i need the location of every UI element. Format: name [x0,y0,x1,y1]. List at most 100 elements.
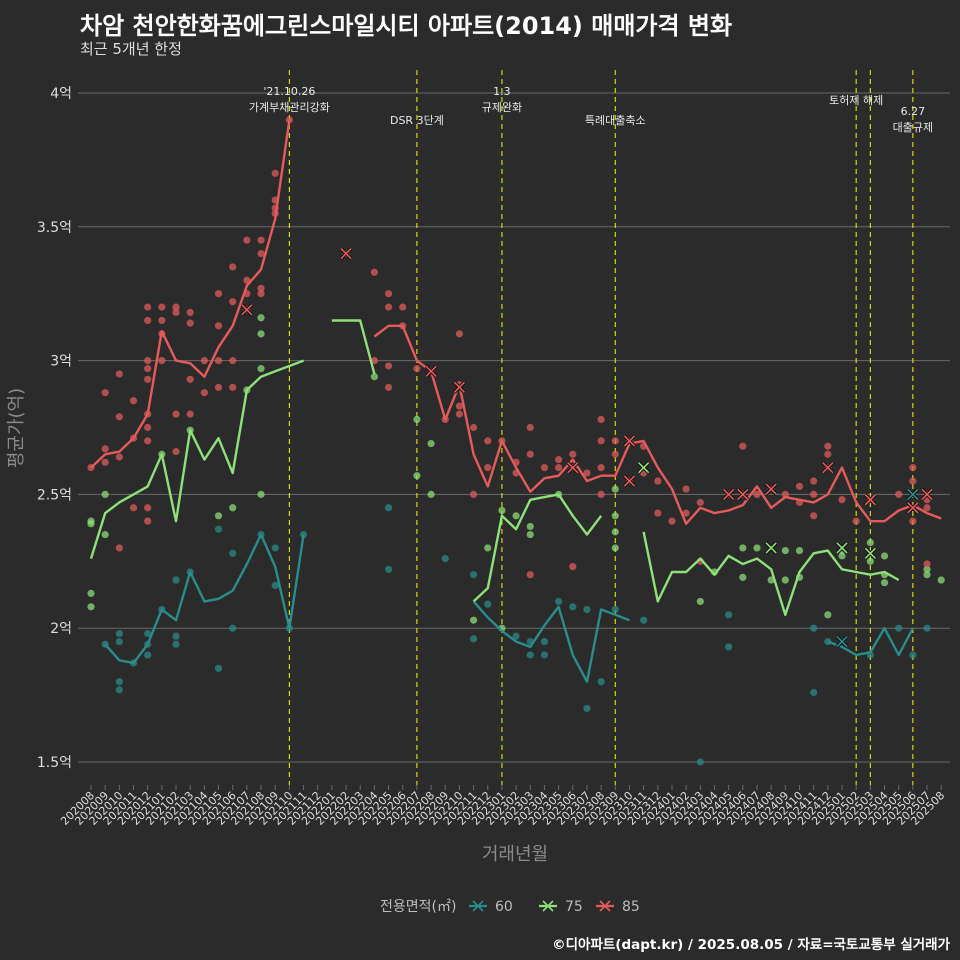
data-point [654,477,662,485]
data-point [413,472,421,480]
data-point [384,290,393,298]
data-point [540,637,549,646]
legend-label: 60 [495,899,513,915]
legend-swatch-marker [599,900,611,912]
data-point [781,490,789,498]
data-point [370,357,378,365]
data-point [144,504,152,512]
data-point [158,357,166,365]
legend-swatch-marker [472,900,484,912]
data-point [555,464,563,472]
data-point [229,298,237,306]
data-point [824,611,832,619]
data-point [144,303,152,311]
data-point [172,447,180,456]
data-point [172,640,180,648]
data-point [229,263,237,271]
data-point [866,557,874,565]
data-point [427,490,435,498]
event-label: 특례대출축소 [585,114,646,127]
data-point [668,517,676,525]
x-marker [638,462,650,474]
data-point [640,616,648,624]
data-point [696,597,704,606]
data-point [484,437,492,445]
x-marker [765,542,777,554]
data-point [725,643,733,651]
data-point [172,303,180,311]
data-point [923,571,931,579]
data-point [526,651,534,659]
data-point [229,357,237,365]
data-point [87,603,95,611]
data-point [257,314,265,322]
data-point [555,456,563,464]
data-point [810,512,818,520]
data-point [526,530,534,539]
data-point [484,600,492,608]
event-label: 가계부채관리강화 [249,101,330,114]
data-point [115,453,123,461]
data-point [384,504,393,512]
data-point [569,603,577,611]
data-point [200,389,208,397]
data-point [753,490,761,498]
data-point [583,605,591,614]
data-point [611,528,619,536]
data-point [384,383,393,391]
data-point [257,290,265,298]
data-point [129,397,138,405]
x-marker [623,435,636,447]
data-point [526,450,534,458]
data-point [611,437,619,445]
data-point [101,389,109,397]
data-point [229,383,237,391]
data-point [611,450,619,458]
data-point [696,498,704,507]
data-point [810,490,818,498]
data-point [682,485,690,493]
data-point [144,651,152,659]
data-point [87,589,95,598]
data-point [101,490,109,498]
x-marker [241,304,253,316]
data-point [172,576,180,584]
data-point [469,635,478,643]
event-label: 6.27 [901,105,926,118]
data-point [144,365,152,373]
y-axis-title: 평균가(억) [6,388,27,468]
data-point [285,116,293,124]
data-point [101,445,109,453]
y-axis-ticks: 1.5억 2억 2.5억 3억 3.5억 4억 [37,86,72,771]
data-point [101,458,109,466]
data-point [87,520,95,528]
x-marker [723,488,735,500]
y-tick-label: 2.5억 [37,487,72,503]
data-point [611,544,619,552]
data-point [852,517,860,525]
data-point [484,464,492,472]
event-label: 규제완화 [482,101,522,114]
data-point [144,517,152,525]
data-point [781,546,789,555]
data-point [725,611,733,619]
data-point [540,464,549,472]
data-point [810,624,818,632]
data-point [469,571,478,579]
y-tick-label: 1.5억 [37,755,72,771]
legend-label: 85 [622,899,640,915]
data-point [810,477,818,485]
data-point [739,573,747,581]
data-point [271,581,279,589]
y-tick-label: 4억 [50,86,72,102]
data-point [923,565,931,573]
data-point [441,555,449,563]
data-point [384,362,393,370]
x-marker [567,462,579,474]
data-point [880,552,889,560]
legend: 전용면적(㎡) 60 75 85 [380,899,640,915]
chart-subtitle: 최근 5개년 한정 [80,40,182,58]
x-marker [737,488,749,500]
data-point [129,504,138,512]
